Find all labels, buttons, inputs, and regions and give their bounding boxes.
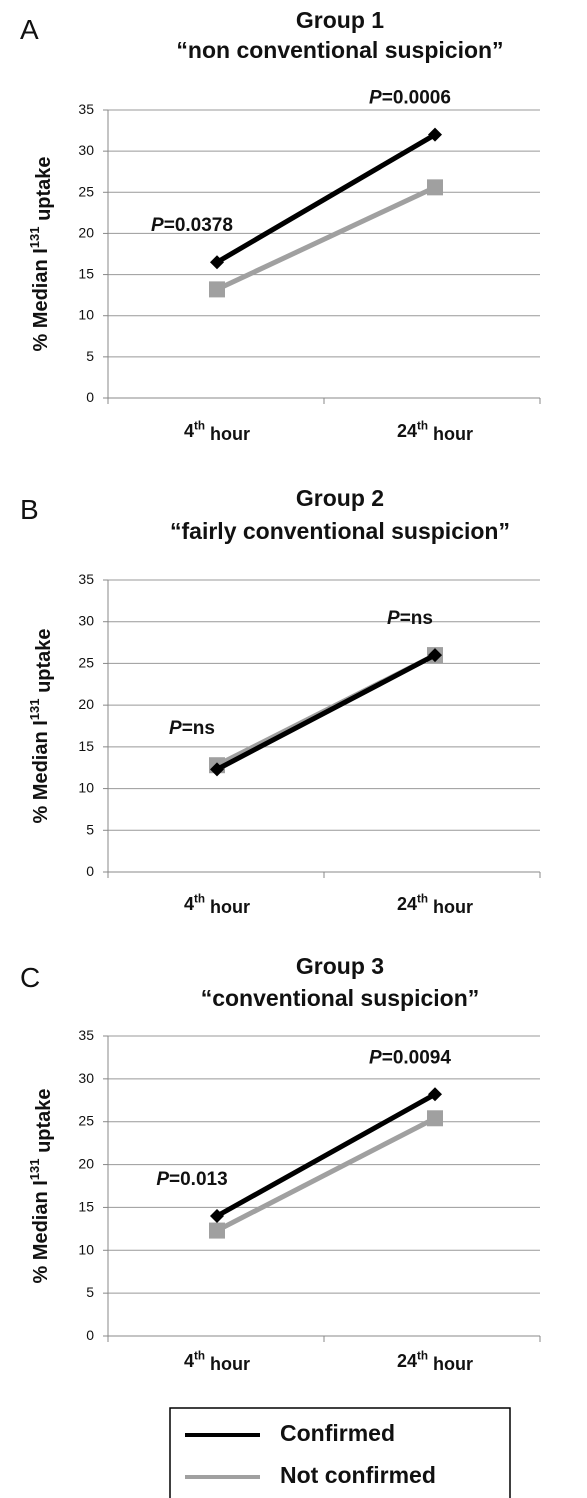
y-tick-label: 30: [78, 1070, 94, 1086]
marker: [427, 179, 443, 196]
x-tick-label: 24th hour: [397, 893, 473, 917]
chart-title: “non conventional suspicion”: [176, 37, 503, 63]
marker: [210, 762, 224, 777]
annotation: P=0.013: [156, 1169, 227, 1190]
marker: [209, 1222, 225, 1239]
y-tick-label: 5: [86, 821, 94, 837]
y-tick-label: 25: [78, 183, 94, 199]
panel-letter: C: [20, 962, 40, 993]
y-tick-label: 20: [78, 696, 94, 712]
annotation: P=ns: [169, 718, 215, 739]
series-line: [215, 1116, 437, 1233]
y-tick-label: 15: [78, 1198, 94, 1214]
y-axis-label: % Median I131 uptake: [28, 1088, 56, 1283]
y-tick-label: 35: [78, 571, 94, 587]
annotation: P=0.0094: [369, 1047, 451, 1068]
x-tick-label: 4th hour: [184, 893, 250, 917]
annotation: P=ns: [387, 608, 433, 629]
chart-title: “conventional suspicion”: [201, 985, 480, 1011]
marker: [428, 1087, 442, 1102]
y-axis-label: % Median I131 uptake: [28, 156, 56, 351]
y-tick-label: 25: [78, 1112, 94, 1128]
legend-box: [169, 1407, 511, 1498]
y-tick-label: 15: [78, 265, 94, 281]
chart-title: Group 3: [296, 953, 384, 979]
y-tick-label: 10: [78, 779, 94, 795]
y-tick-label: 0: [86, 863, 94, 879]
x-tick-label: 24th hour: [397, 420, 473, 444]
y-tick-label: 5: [86, 1284, 94, 1300]
y-tick-label: 35: [78, 1027, 94, 1043]
x-tick-label: 4th hour: [184, 1350, 250, 1374]
marker: [428, 127, 442, 142]
y-tick-label: 30: [78, 142, 94, 158]
marker: [427, 1110, 443, 1127]
marker: [210, 1209, 224, 1223]
y-tick-label: 0: [86, 1327, 94, 1343]
chart-title: “fairly conventional suspicion”: [170, 518, 510, 544]
y-tick-label: 15: [78, 738, 94, 754]
series-line: [215, 185, 437, 292]
annotation: P=0.0378: [151, 215, 233, 236]
legend-label: Not confirmed: [280, 1462, 436, 1488]
panel-letter: A: [20, 14, 39, 45]
x-tick-label: 4th hour: [184, 420, 250, 444]
y-tick-label: 35: [78, 101, 94, 117]
series-line: [215, 132, 437, 265]
annotation: P=0.0006: [369, 88, 451, 109]
x-tick-label: 24th hour: [397, 1350, 473, 1374]
marker: [210, 255, 224, 270]
marker: [209, 281, 225, 298]
series-line: [215, 652, 437, 772]
y-tick-label: 25: [78, 654, 94, 670]
marker: [428, 648, 442, 663]
y-tick-label: 20: [78, 1155, 94, 1171]
chart-title: Group 2: [296, 485, 384, 511]
series-line: [215, 1092, 437, 1219]
y-tick-label: 30: [78, 612, 94, 628]
y-tick-label: 10: [78, 1241, 94, 1257]
y-tick-label: 0: [86, 389, 94, 405]
y-tick-label: 5: [86, 348, 94, 364]
panel-letter: B: [20, 494, 39, 525]
y-axis-label: % Median I131 uptake: [28, 628, 56, 823]
y-tick-label: 20: [78, 224, 94, 240]
y-tick-label: 10: [78, 306, 94, 322]
chart-title: Group 1: [296, 7, 384, 33]
legend-label: Confirmed: [280, 1420, 395, 1446]
